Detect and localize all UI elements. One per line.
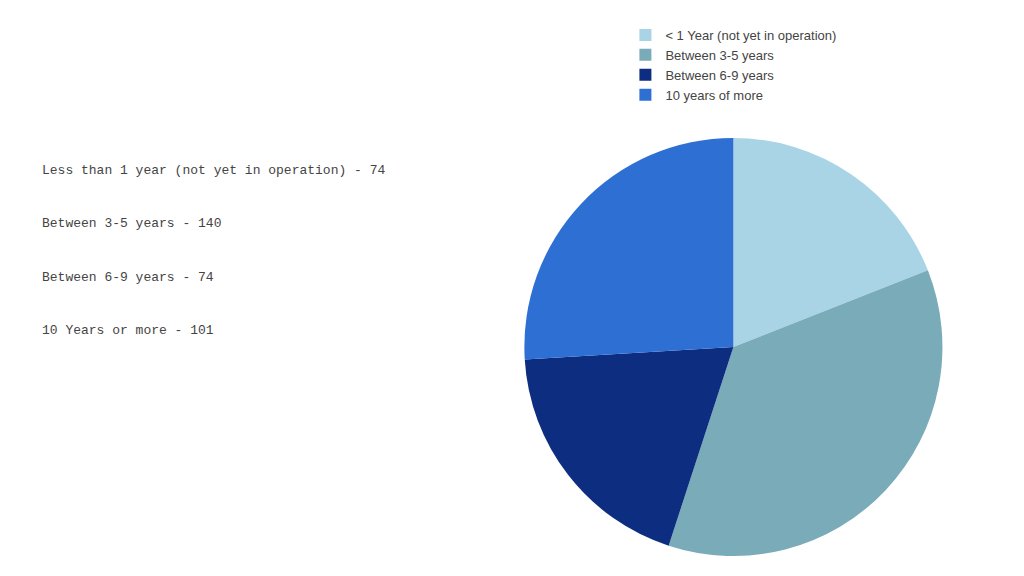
svg-text:Between 3-5 years - 140: Between 3-5 years - 140	[42, 216, 221, 231]
svg-text:10 Years or more - 101: 10 Years or more - 101	[42, 323, 214, 338]
svg-text:Between 6-9 years - 74: Between 6-9 years - 74	[42, 270, 214, 285]
svg-text:< 1 Year (not yet in operation: < 1 Year (not yet in operation)	[665, 28, 836, 43]
svg-text:Between 3-5 years: Between 3-5 years	[665, 48, 774, 63]
svg-text:Less than 1 year (not yet in o: Less than 1 year (not yet in operation) …	[42, 163, 385, 178]
svg-text:10 years of more: 10 years of more	[665, 88, 763, 103]
svg-text:Between 6-9 years: Between 6-9 years	[665, 68, 774, 83]
